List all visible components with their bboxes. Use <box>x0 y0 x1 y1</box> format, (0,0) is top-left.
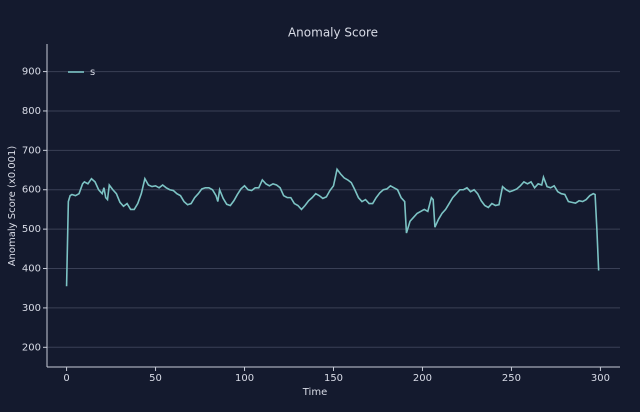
x-tick-label: 50 <box>149 373 162 384</box>
y-tick-label: 600 <box>22 185 41 196</box>
x-tick-label: 250 <box>502 373 521 384</box>
line <box>65 167 600 287</box>
y-tick-label: 300 <box>22 303 41 314</box>
y-tick-label: 500 <box>22 224 41 235</box>
y-tick-label: 400 <box>22 264 41 275</box>
x-tick-label: 300 <box>591 373 610 384</box>
y-tick-label: 700 <box>22 145 41 156</box>
y-axis-label: Anomaly Score (x0.001) <box>7 146 18 267</box>
legend-label: s <box>90 67 95 78</box>
x-tick-label: 200 <box>413 373 432 384</box>
x-tick-label: 100 <box>235 373 254 384</box>
y-tick-label: 900 <box>22 67 41 78</box>
x-tick-label: 150 <box>324 373 343 384</box>
x-axis-label: Time <box>302 387 327 398</box>
chart-title: Anomaly Score <box>288 26 378 40</box>
y-tick-label: 200 <box>22 342 41 353</box>
x-tick-label: 0 <box>63 373 69 384</box>
y-tick-label: 800 <box>22 106 41 117</box>
